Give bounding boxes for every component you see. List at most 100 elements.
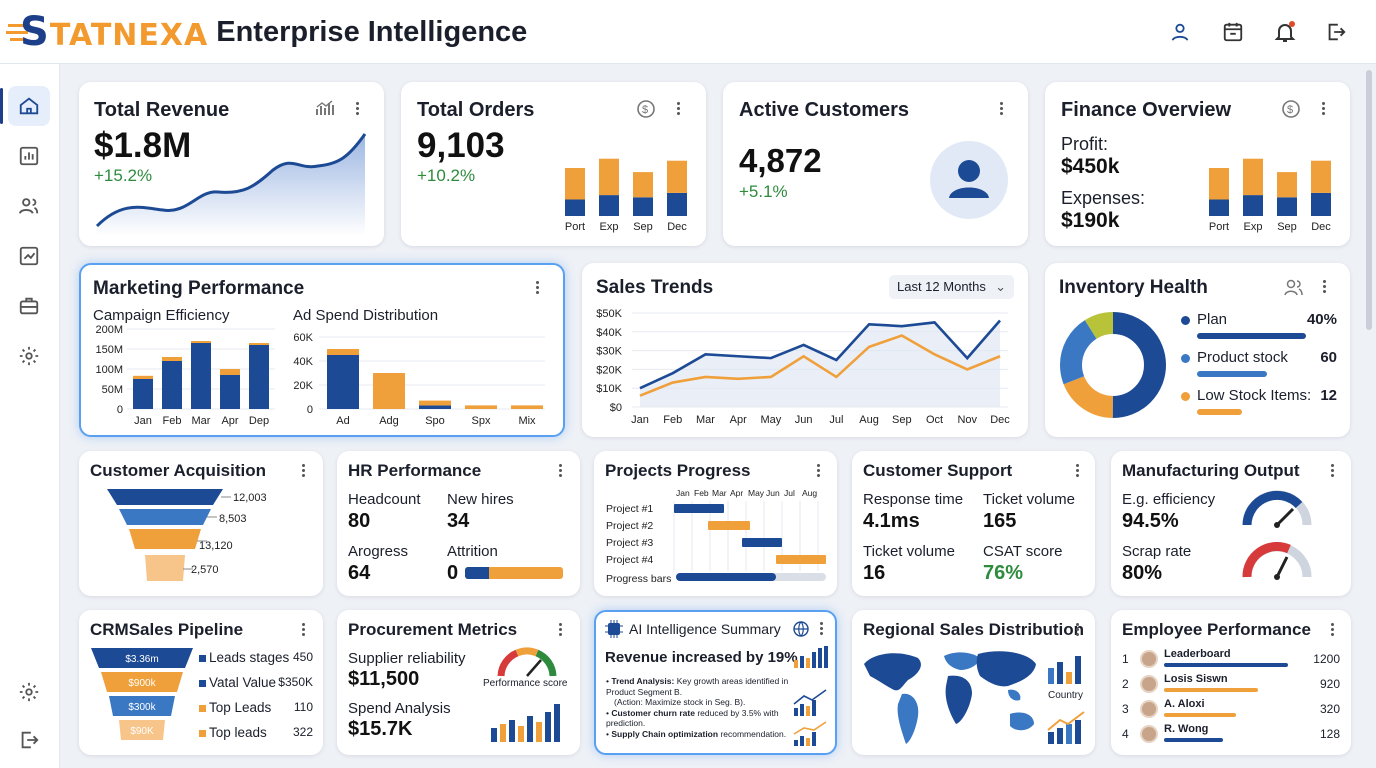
calendar-icon[interactable] <box>1219 18 1247 46</box>
marketing-performance-card[interactable]: Marketing Performance Campaign Efficienc… <box>79 263 565 437</box>
logout-icon[interactable] <box>1322 18 1350 46</box>
country-bar-icon <box>1048 656 1081 684</box>
crm-sales-pipeline-card[interactable]: CRMSales Pipeline $3.36m $900k $300k $90… <box>79 610 323 755</box>
x-tick-label: Apr <box>221 415 238 427</box>
scrollbar-thumb[interactable] <box>1366 70 1372 330</box>
total-orders-card[interactable]: Total Orders $ 9,103 +10.2% Port Exp Sep De… <box>401 82 706 246</box>
gantt-row-label: Project #1 <box>606 503 653 515</box>
funnel-stage: $3.36m <box>125 654 158 665</box>
inventory-donut-chart <box>1060 312 1166 418</box>
sidebar-item-home[interactable] <box>8 86 50 126</box>
employee-row[interactable]: 3 A. Aloxi 320 <box>1122 698 1344 720</box>
score-value: 1200 <box>1313 652 1340 666</box>
settings-icon <box>19 682 39 702</box>
hr-performance-card[interactable]: HR Performance Headcount 80 New hires 34… <box>337 451 580 596</box>
sidebar-item-trends[interactable] <box>8 236 50 276</box>
sidebar-item-settings[interactable] <box>8 336 50 376</box>
dollar-icon[interactable]: $ <box>636 99 656 119</box>
more-menu-icon[interactable] <box>1074 621 1080 639</box>
spend-mini-chart <box>491 704 560 742</box>
ai-chip-icon <box>605 620 623 638</box>
kpi-change: +15.2% <box>94 166 153 185</box>
x-tick-label: Spo <box>425 415 445 427</box>
scrollbar[interactable] <box>1364 66 1374 766</box>
pipeline-legend-item: Top leads 322 <box>199 725 313 743</box>
legend-item: Product stock 60 <box>1181 349 1337 383</box>
attrition-value: 0 <box>447 562 459 584</box>
x-tick-label: Nov <box>957 414 977 426</box>
ai-mini-charts <box>793 646 828 746</box>
pipeline-legend-item: Leads stages 450 <box>199 650 313 668</box>
more-menu-icon[interactable] <box>1321 278 1327 296</box>
x-tick-label: Port <box>1209 221 1229 233</box>
customer-avatar-icon <box>930 141 1008 219</box>
total-revenue-card[interactable]: Total Revenue $1.8M +15.2% <box>79 82 384 246</box>
more-menu-icon[interactable] <box>300 462 306 480</box>
employee-row[interactable]: 4 R. Wong 128 <box>1122 723 1344 745</box>
more-menu-icon[interactable] <box>1320 100 1326 118</box>
briefcase-icon <box>19 297 39 315</box>
legend-dot <box>1181 354 1190 363</box>
rank: 4 <box>1122 727 1129 741</box>
sidebar-item-briefcase[interactable] <box>8 286 50 326</box>
dollar-icon[interactable]: $ <box>1281 99 1301 119</box>
regional-sales-card[interactable]: Regional Sales Distribution Country <box>852 610 1095 755</box>
more-menu-icon[interactable] <box>557 621 563 639</box>
sidebar-bottom-logout[interactable] <box>8 720 50 760</box>
customer-acquisition-card[interactable]: Customer Acquisition 12,003 8,503 13,120… <box>79 451 323 596</box>
kpi-change: +5.1% <box>739 182 788 201</box>
employee-row[interactable]: 1 Leaderboard 1200 <box>1122 648 1344 670</box>
score-bar <box>1164 713 1236 717</box>
campaign-subtitle: Campaign Efficiency <box>93 307 230 324</box>
projects-progress-card[interactable]: Projects Progress Jan Feb Mar Apr May Jun Jul A… <box>594 451 837 596</box>
logo-speed-lines-icon <box>6 24 28 41</box>
sidebar-item-analytics[interactable] <box>8 136 50 176</box>
project-gantt-chart: Jan Feb Mar Apr May Jun Jul Aug Project #1 Projec… <box>606 488 826 585</box>
gantt-row-label: Project #3 <box>606 537 653 549</box>
scrap-value: 80% <box>1122 562 1163 584</box>
globe-icon[interactable] <box>793 621 809 637</box>
chart-icon[interactable] <box>315 99 335 117</box>
finance-overview-card[interactable]: Finance Overview $ Profit: $450k Expense… <box>1045 82 1350 246</box>
card-title: Customer Support <box>863 461 1013 480</box>
x-tick-label: Jan <box>631 414 649 426</box>
profit-label: Profit: <box>1061 134 1109 154</box>
active-customers-card[interactable]: Active Customers 4,872 +5.1% <box>723 82 1028 246</box>
brand[interactable]: STATNEXA Enterprise Intelligence <box>6 9 527 55</box>
period-label: Last 12 Months <box>897 279 986 294</box>
employee-row[interactable]: 2 Losis Siswn 920 <box>1122 673 1344 695</box>
sidebar-bottom-settings[interactable] <box>8 672 50 712</box>
period-dropdown[interactable]: Last 12 Months ⌄ <box>889 275 1014 299</box>
more-menu-icon[interactable] <box>300 621 306 639</box>
more-menu-icon[interactable] <box>818 620 824 638</box>
more-menu-icon[interactable] <box>557 462 563 480</box>
more-menu-icon[interactable] <box>534 279 540 297</box>
more-menu-icon[interactable] <box>1074 462 1080 480</box>
user-icon[interactable] <box>1166 18 1194 46</box>
more-menu-icon[interactable] <box>354 100 360 118</box>
more-menu-icon[interactable] <box>675 100 681 118</box>
card-title: Employee Performance <box>1122 620 1311 639</box>
card-title: CRMSales Pipeline <box>90 620 244 639</box>
bell-icon[interactable] <box>1271 18 1299 46</box>
more-menu-icon[interactable] <box>815 462 821 480</box>
users-icon[interactable] <box>1283 277 1303 297</box>
gantt-bar <box>742 538 782 547</box>
bar-segment-navy <box>249 345 269 409</box>
new-hires-value: 34 <box>447 510 470 532</box>
response-value: 4.1ms <box>863 510 920 532</box>
rank: 3 <box>1122 702 1129 716</box>
ai-summary-card[interactable]: AI Intelligence Summary Revenue increase… <box>594 610 837 755</box>
manufacturing-output-card[interactable]: Manufacturing Output E.g. efficiency 94.… <box>1111 451 1351 596</box>
legend-label: Plan <box>1197 311 1228 328</box>
more-menu-icon[interactable] <box>1329 462 1335 480</box>
customer-support-card[interactable]: Customer Support Response time 4.1ms Tic… <box>852 451 1095 596</box>
procurement-metrics-card[interactable]: Procurement Metrics Supplier reliability… <box>337 610 580 755</box>
inventory-health-card[interactable]: Inventory Health Plan 40% Product stock 60 L… <box>1045 263 1350 437</box>
sidebar-item-users[interactable] <box>8 186 50 226</box>
employee-performance-card[interactable]: Employee Performance 1 Leaderboard 1200 2 Lo… <box>1111 610 1351 755</box>
more-menu-icon[interactable] <box>1329 621 1335 639</box>
sales-trends-card[interactable]: Sales Trends Last 12 Months ⌄ $50K $40K $3… <box>582 263 1028 437</box>
expenses-value: $190k <box>1061 209 1120 232</box>
more-menu-icon[interactable] <box>998 100 1004 118</box>
